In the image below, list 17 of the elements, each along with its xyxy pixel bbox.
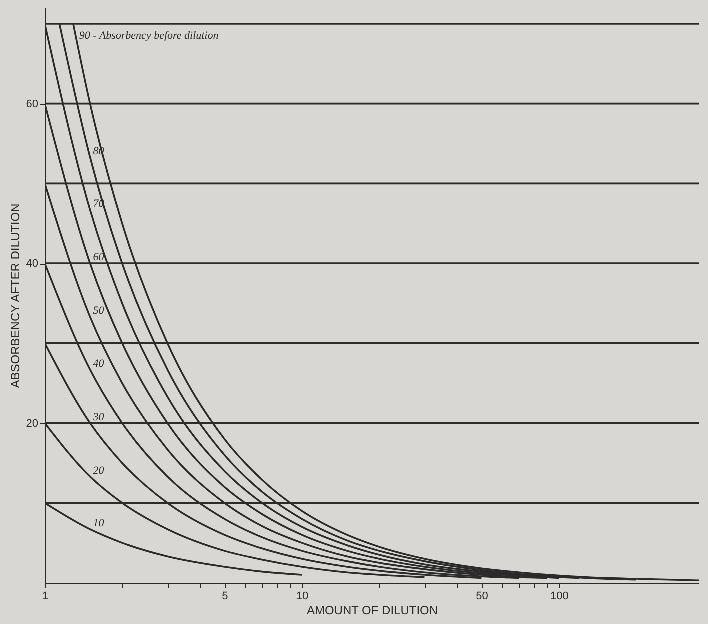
y-tick-label: 40 — [26, 258, 38, 270]
series-label: 10 — [93, 517, 105, 530]
y-tick-label: 60 — [26, 98, 38, 110]
series-label: 90 - Absorbency before dilution — [79, 30, 220, 42]
series-label: 20 — [93, 464, 105, 477]
x-tick-label: 5 — [222, 590, 228, 602]
series-label: 30 — [92, 411, 105, 424]
y-axis-title: ABSORBENCY AFTER DILUTION — [8, 204, 22, 388]
y-tick-label: 20 — [26, 418, 38, 430]
x-tick-label: 100 — [550, 590, 569, 602]
series-label: 40 — [93, 358, 105, 370]
x-tick-label: 50 — [476, 590, 488, 602]
series-label: 50 — [93, 305, 105, 318]
x-tick-label: 1 — [42, 590, 49, 602]
x-axis-title: AMOUNT OF DILUTION — [306, 604, 438, 618]
x-tick-label: 10 — [296, 590, 309, 602]
series-label: 60 — [93, 252, 105, 264]
